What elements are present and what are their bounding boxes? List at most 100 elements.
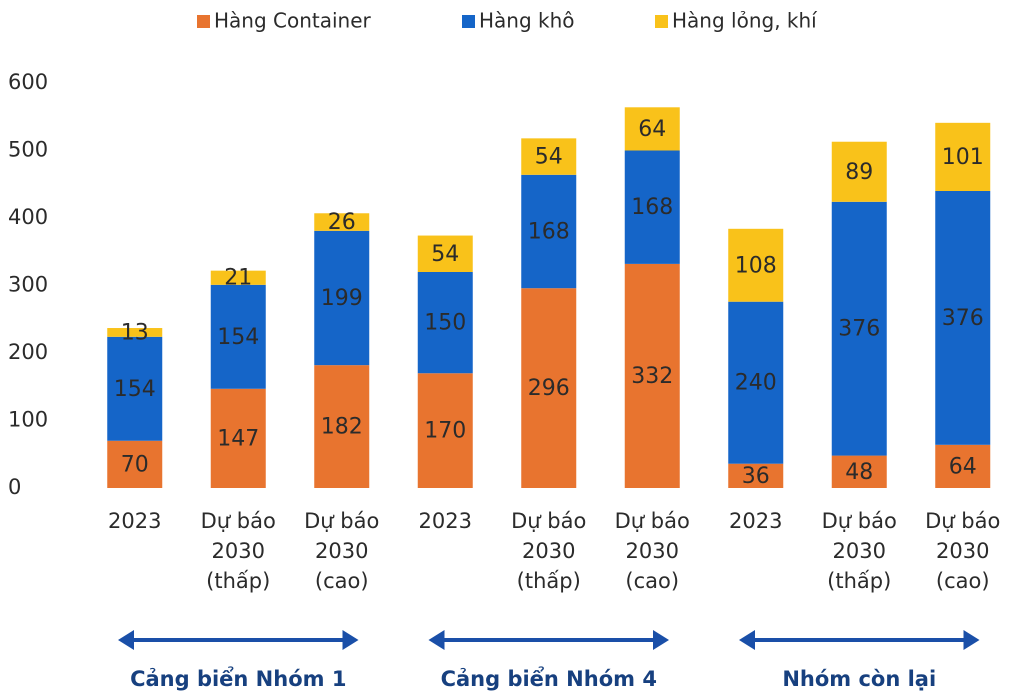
bar-segment [935,122,991,191]
x-tick-line: (cao) [625,569,679,593]
bar-segment [521,288,577,488]
data-label: 154 [217,325,259,350]
x-tick-label: 2023 [729,509,782,533]
x-tick-line: (thấp) [827,569,891,593]
group-arrow-head [342,630,359,650]
x-tick-line: 2030 [936,539,989,563]
x-tick-label: Dự báo 2030 (cao) [304,509,379,593]
data-label: 168 [631,195,673,220]
x-tick-label: Dự báo 2030 (thấp) [201,509,276,593]
legend-swatch [462,15,475,28]
x-tick-line: 2030 [522,539,575,563]
bar-segment [314,230,370,366]
x-tick-label: Dự báo 2030 (thấp) [511,509,586,593]
group-label: Cảng biển Nhóm 1 [130,666,346,691]
data-label: 89 [845,160,873,185]
x-tick-label: 2023 [419,509,472,533]
group-arrow-head [428,630,445,650]
y-tick-label: 100 [8,408,48,432]
x-tick-line: 2023 [729,509,782,533]
x-tick-line: Dự báo [304,509,379,533]
bar-segment [728,301,784,464]
data-label: 376 [838,317,880,342]
data-label: 332 [631,364,673,389]
bar-segment [624,107,680,151]
bar-segment [624,150,680,264]
y-tick-label: 500 [8,138,48,162]
x-tick-line: (cao) [936,569,990,593]
x-tick-line: 2030 [212,539,265,563]
x-tick-label: 2023 [108,509,161,533]
x-tick-line: Dự báo [822,509,897,533]
data-label: 54 [431,242,459,267]
data-label: 54 [535,145,563,170]
data-label: 199 [321,286,363,311]
data-label: 21 [224,266,252,291]
x-tick-line: 2023 [108,509,161,533]
y-tick-label: 300 [8,273,48,297]
data-label: 154 [114,377,156,402]
y-tick-label: 0 [8,475,21,499]
data-label: 147 [217,426,259,451]
bar-segment [831,201,887,456]
bar-segment [831,141,887,202]
legend-label: Hàng lỏng, khí [672,9,818,33]
bar-segment [107,336,163,441]
bar-segment [831,455,887,488]
bar-segment [728,463,784,488]
x-tick-line: 2030 [626,539,679,563]
data-label: 376 [942,306,984,331]
x-tick-line: 2030 [315,539,368,563]
legend-swatch [655,15,668,28]
y-tick-label: 200 [8,340,48,364]
data-label: 240 [735,371,777,396]
x-tick-line: (thấp) [206,569,270,593]
y-tick-label: 400 [8,205,48,229]
x-tick-line: Dự báo [201,509,276,533]
data-label: 108 [735,253,777,278]
group-arrow-head [653,630,669,650]
bar-segment [417,373,473,488]
bar-segment [417,235,473,272]
bar-segment [935,444,991,488]
group-arrow-head [118,630,134,650]
group-label: Nhóm còn lại [782,667,936,691]
bar-segment [107,440,163,488]
data-label: 168 [528,220,570,245]
x-tick-label: Dự báo 2030 (thấp) [822,509,897,593]
group-arrow-head [963,630,980,650]
bar-segment [521,174,577,289]
data-label: 64 [638,117,666,142]
data-label: 64 [949,454,977,479]
y-tick-label: 600 [8,70,48,94]
group-arrow-head [739,630,755,650]
bar-segment [314,365,370,488]
bar-segment [935,191,991,445]
data-label: 70 [121,452,149,477]
data-label: 170 [424,419,466,444]
x-tick-line: Dự báo [511,509,586,533]
x-tick-label: Dự báo 2030 (cao) [925,509,1000,593]
bar-segment [417,272,473,374]
bar-segment [210,388,266,488]
x-tick-line: 2023 [419,509,472,533]
x-tick-line: Dự báo [925,509,1000,533]
data-label: 26 [328,210,356,235]
bar-segment [107,328,163,337]
data-label: 150 [424,311,466,336]
data-label: 296 [528,376,570,401]
x-tick-label: Dự báo 2030 (cao) [615,509,690,593]
legend-label: Hàng khô [479,9,575,33]
bar-segment [210,284,266,389]
bar-segment [728,228,784,302]
group-label: Cảng biển Nhóm 4 [441,666,657,691]
data-label: 101 [942,145,984,170]
x-tick-line: (thấp) [517,569,581,593]
legend-swatch [197,15,210,28]
x-tick-line: 2030 [833,539,886,563]
bar-segment [210,270,266,285]
x-tick-line: (cao) [315,569,369,593]
x-tick-line: Dự báo [615,509,690,533]
bar-segment [314,213,370,231]
